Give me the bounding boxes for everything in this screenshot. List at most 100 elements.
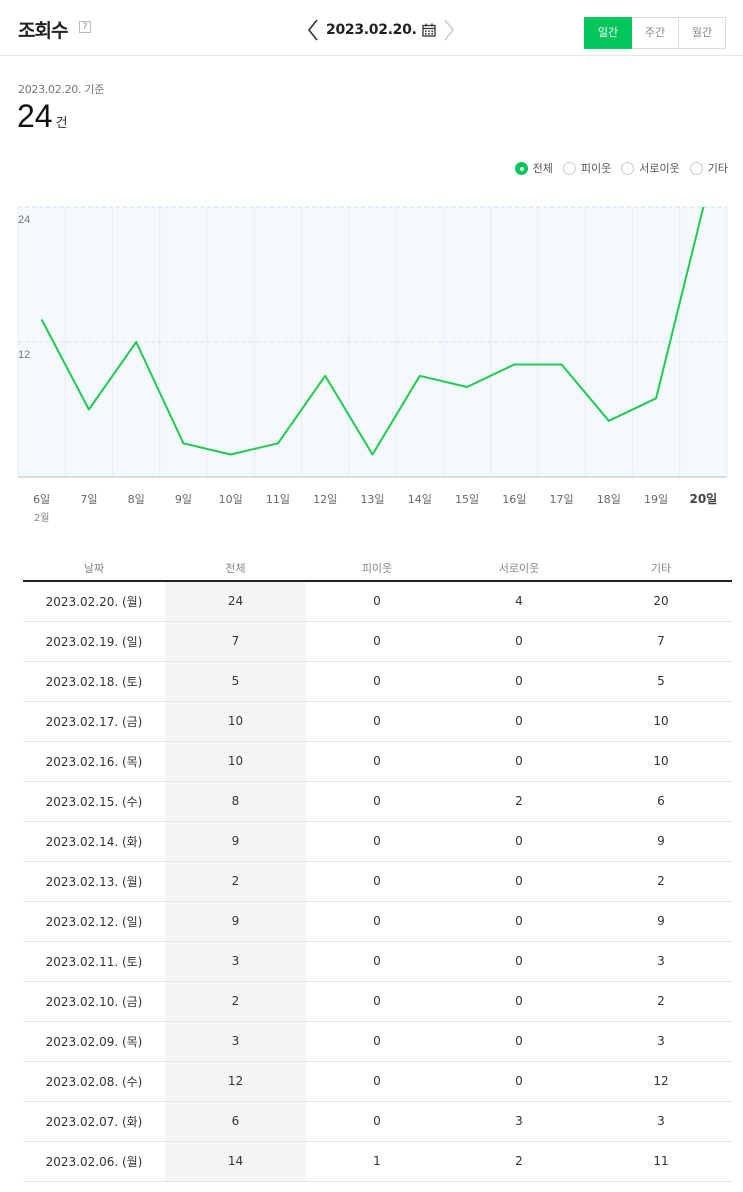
x-tick-label: 15일 <box>455 492 479 506</box>
cell-total: 2 <box>165 861 306 902</box>
x-tick-label: 20일 <box>689 492 717 506</box>
cell-mutual: 0 <box>448 981 590 1022</box>
cell-other: 3 <box>590 1021 732 1062</box>
x-month-label: 2월 <box>34 512 50 524</box>
cell-total: 24 <box>165 581 306 622</box>
period-daily-button[interactable]: 일간 <box>584 17 632 49</box>
cell-neighbor: 0 <box>306 621 448 662</box>
cell-date: 2023.02.11. (토) <box>23 941 165 982</box>
cell-neighbor: 0 <box>306 1021 448 1062</box>
legend-neighbor[interactable]: 피이웃 <box>562 160 612 176</box>
table-row: 2023.02.12. (일) 9 0 0 9 <box>23 901 732 942</box>
cell-mutual: 2 <box>448 1141 590 1182</box>
cell-other: 20 <box>590 581 732 622</box>
x-tick-label: 7일 <box>80 492 97 506</box>
cell-mutual: 0 <box>448 941 590 982</box>
x-tick-label: 14일 <box>408 492 432 506</box>
legend-other[interactable]: 기타 <box>689 160 728 176</box>
table-row: 2023.02.13. (월) 2 0 0 2 <box>23 861 732 902</box>
cell-mutual: 2 <box>448 781 590 822</box>
x-tick-label: 10일 <box>219 492 243 506</box>
current-date: 2023.02.20. <box>326 22 417 38</box>
cell-date: 2023.02.14. (화) <box>23 821 165 862</box>
cell-neighbor: 0 <box>306 861 448 902</box>
cell-total: 9 <box>165 901 306 942</box>
cell-total: 6 <box>165 1101 306 1142</box>
col-header-mutual: 서로이웃 <box>448 555 590 582</box>
cell-other: 3 <box>590 1101 732 1142</box>
cell-total: 5 <box>165 661 306 702</box>
x-tick-label: 11일 <box>266 492 290 506</box>
legend-all[interactable]: 전체 <box>514 160 553 176</box>
cell-mutual: 0 <box>448 661 590 702</box>
cell-other: 10 <box>590 701 732 742</box>
calendar-icon[interactable] <box>421 23 436 37</box>
cell-neighbor: 0 <box>306 981 448 1022</box>
cell-other: 9 <box>590 821 732 862</box>
cell-neighbor: 0 <box>306 741 448 782</box>
x-tick-label: 6일 <box>33 492 50 506</box>
chevron-right-icon <box>443 19 454 41</box>
period-monthly-button[interactable]: 월간 <box>678 17 726 49</box>
cell-total: 7 <box>165 621 306 662</box>
cell-mutual: 0 <box>448 901 590 942</box>
cell-total: 10 <box>165 701 306 742</box>
date-navigator: 2023.02.20. <box>306 17 456 43</box>
cell-neighbor: 0 <box>306 941 448 982</box>
chevron-left-icon <box>307 19 318 41</box>
cell-mutual: 0 <box>448 741 590 782</box>
legend-neighbor-label: 피이웃 <box>580 162 612 175</box>
radio-selected-icon <box>514 161 528 175</box>
period-weekly-button[interactable]: 주간 <box>631 17 679 49</box>
cell-other: 2 <box>590 981 732 1022</box>
cell-neighbor: 1 <box>306 1141 448 1182</box>
cell-total: 12 <box>165 1061 306 1102</box>
cell-date: 2023.02.16. (목) <box>23 741 165 782</box>
views-line-chart: 12 24 6일 7일 8일 9일 10일 11일 12일 13일 14일 15일 16일 17일 18일 1… <box>17 206 728 524</box>
table-row: 2023.02.08. (수) 12 0 0 12 <box>23 1061 732 1102</box>
cell-other: 7 <box>590 621 732 662</box>
total-views: 24 건 <box>17 98 68 135</box>
cell-date: 2023.02.12. (일) <box>23 901 165 942</box>
cell-total: 3 <box>165 1021 306 1062</box>
next-date-button[interactable] <box>442 18 456 42</box>
cell-date: 2023.02.09. (목) <box>23 1021 165 1062</box>
cell-other: 10 <box>590 741 732 782</box>
chart-legend: 전체 피이웃 서로이웃 기타 <box>505 160 728 176</box>
cell-neighbor: 0 <box>306 821 448 862</box>
cell-mutual: 0 <box>448 621 590 662</box>
cell-date: 2023.02.20. (월) <box>23 581 165 622</box>
table-row: 2023.02.10. (금) 2 0 0 2 <box>23 981 732 1022</box>
cell-date: 2023.02.18. (토) <box>23 661 165 702</box>
table-row: 2023.02.15. (수) 8 0 2 6 <box>23 781 732 822</box>
cell-other: 3 <box>590 941 732 982</box>
col-header-date: 날짜 <box>23 555 165 582</box>
cell-other: 11 <box>590 1141 732 1182</box>
cell-neighbor: 0 <box>306 901 448 942</box>
cell-total: 3 <box>165 941 306 982</box>
prev-date-button[interactable] <box>306 18 320 42</box>
x-tick-label: 19일 <box>644 492 668 506</box>
x-tick-label: 18일 <box>597 492 621 506</box>
cell-mutual: 0 <box>448 821 590 862</box>
col-header-other: 기타 <box>590 555 732 582</box>
cell-total: 10 <box>165 741 306 782</box>
cell-date: 2023.02.07. (화) <box>23 1101 165 1142</box>
cell-total: 9 <box>165 821 306 862</box>
y-tick-label: 24 <box>18 214 30 226</box>
cell-mutual: 0 <box>448 701 590 742</box>
x-tick-label: 13일 <box>360 492 384 506</box>
help-icon[interactable]: ? <box>79 21 91 33</box>
table-row: 2023.02.09. (목) 3 0 0 3 <box>23 1021 732 1062</box>
legend-mutual-neighbor-label: 서로이웃 <box>639 162 680 175</box>
cell-other: 2 <box>590 861 732 902</box>
legend-mutual-neighbor[interactable]: 서로이웃 <box>621 160 680 176</box>
radio-icon <box>562 161 576 175</box>
radio-icon <box>621 161 635 175</box>
cell-neighbor: 0 <box>306 581 448 622</box>
cell-neighbor: 0 <box>306 1101 448 1142</box>
y-tick-label: 12 <box>18 349 30 361</box>
total-views-value: 24 <box>17 98 53 134</box>
cell-mutual: 0 <box>448 861 590 902</box>
page-title: 조회수 <box>18 20 68 42</box>
